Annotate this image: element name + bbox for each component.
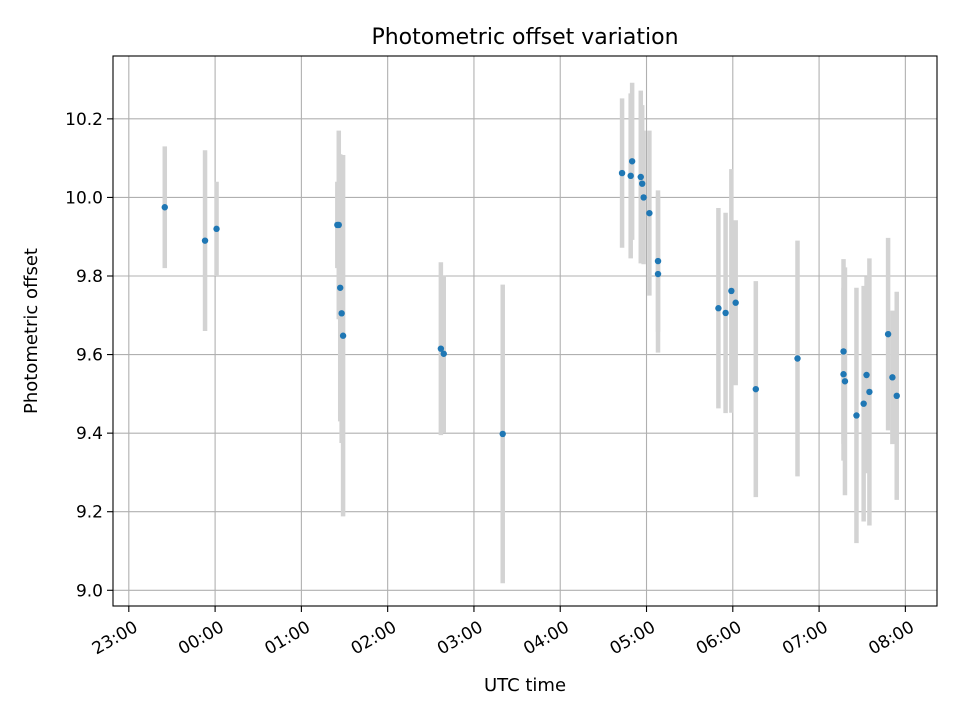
error-bars	[162, 82, 899, 584]
data-point	[860, 400, 867, 407]
data-point	[637, 173, 644, 181]
x-tick-label: 06:00	[693, 617, 745, 659]
data-point	[628, 158, 636, 165]
y-axis-label: Photometric offset	[21, 248, 42, 414]
data-point	[884, 330, 892, 338]
y-tick-label: 10.0	[65, 188, 103, 208]
data-point	[640, 194, 647, 201]
data-point	[337, 284, 344, 291]
data-point	[627, 172, 634, 180]
x-tick-label: 05:00	[607, 617, 659, 659]
data-point	[618, 169, 626, 177]
data-point	[893, 392, 900, 400]
plot-frame	[112, 55, 938, 607]
data-point	[335, 221, 342, 229]
data-point	[863, 371, 870, 379]
y-tick-label: 9.2	[76, 503, 103, 523]
data-point	[853, 412, 860, 419]
data-points	[161, 158, 900, 438]
data-point	[752, 385, 760, 393]
chart-title: Photometric offset variation	[371, 25, 678, 50]
data-point	[866, 388, 873, 396]
x-tick-label: 23:00	[89, 617, 141, 659]
data-point	[646, 209, 653, 217]
y-tick-label: 9.0	[76, 581, 103, 601]
data-point	[440, 350, 447, 357]
data-point	[840, 348, 847, 355]
x-tick-label: 08:00	[865, 617, 917, 659]
grid	[113, 56, 937, 606]
y-tick-label: 9.6	[76, 346, 103, 366]
x-tick-label: 03:00	[434, 617, 486, 659]
data-point	[715, 305, 722, 312]
data-point	[213, 225, 220, 233]
data-point	[437, 345, 445, 352]
data-point	[889, 374, 896, 381]
data-point	[338, 310, 345, 317]
x-tick-label: 00:00	[175, 617, 227, 659]
axis-ticks: 23:00 00:00 01:00 02:00 03:00 04:00 05:00 06:00…	[65, 110, 918, 659]
data-point	[499, 430, 506, 438]
data-point	[841, 378, 849, 385]
data-point	[201, 237, 209, 244]
data-point	[654, 257, 662, 265]
x-tick-label: 04:00	[520, 617, 572, 659]
data-point	[722, 309, 729, 317]
data-point	[840, 371, 847, 378]
data-point	[728, 287, 735, 295]
x-tick-label: 02:00	[348, 617, 400, 659]
x-tick-label: 01:00	[261, 617, 313, 659]
data-point	[161, 204, 168, 211]
data-point	[639, 180, 646, 187]
x-tick-label: 07:00	[779, 617, 831, 659]
data-point	[339, 332, 347, 339]
y-tick-label: 9.4	[76, 424, 103, 444]
y-tick-label: 10.2	[65, 110, 103, 130]
data-point	[794, 355, 801, 362]
x-axis-label: UTC time	[484, 675, 566, 696]
data-point	[732, 299, 739, 306]
data-point	[654, 270, 662, 278]
y-tick-label: 9.8	[76, 267, 103, 287]
